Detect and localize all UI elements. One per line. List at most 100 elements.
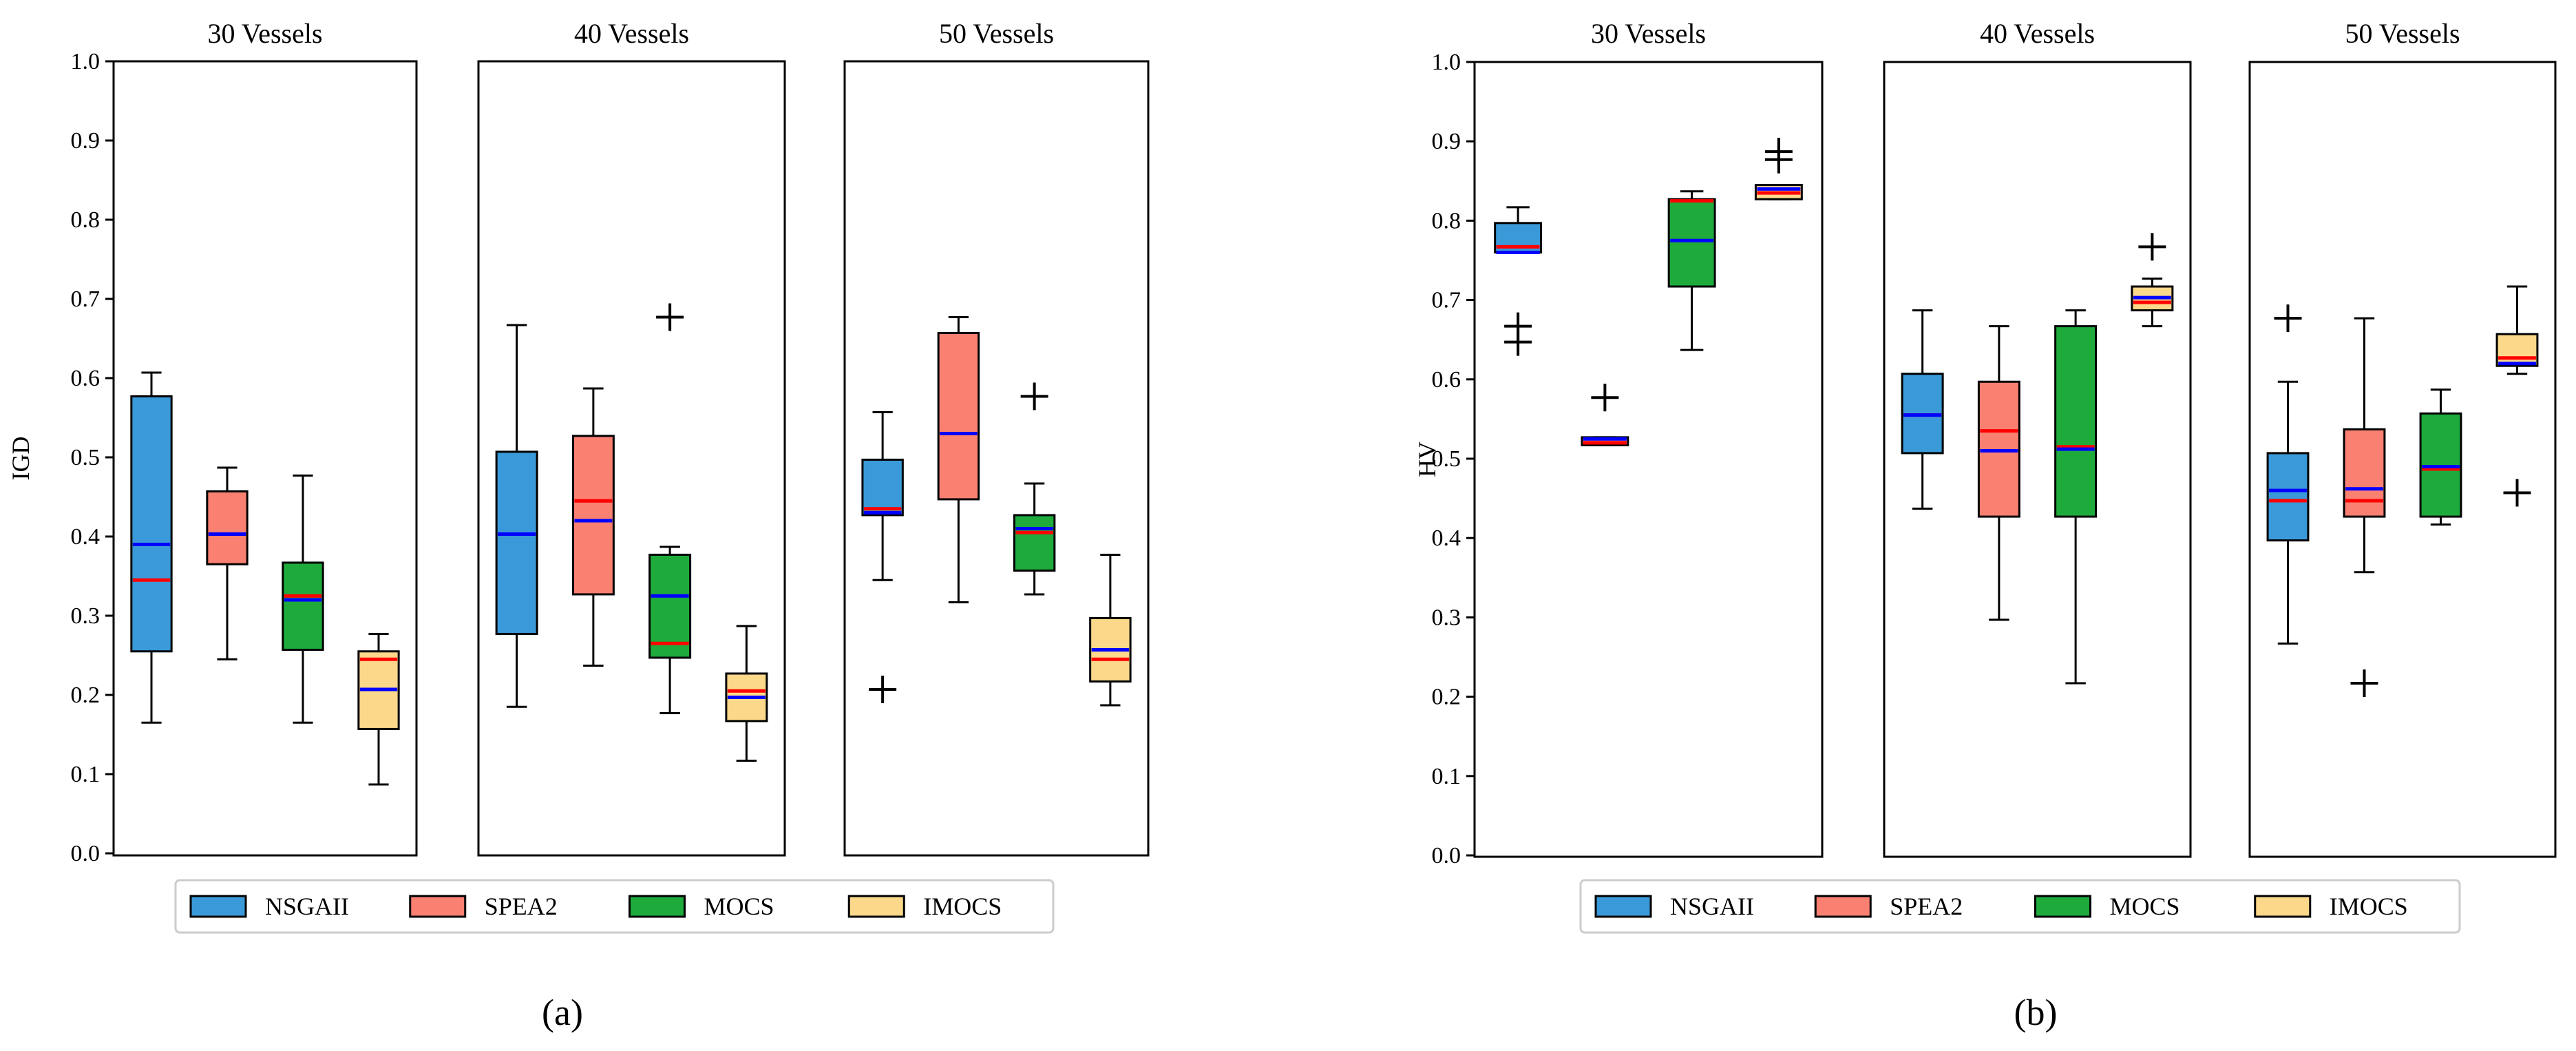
outlier-marker: [1020, 382, 1048, 410]
y-tick-label: 0.8: [1432, 208, 1461, 233]
box-nsgaii: [130, 371, 173, 724]
y-tick-label: 0.5: [1432, 446, 1461, 472]
y-tick-label: 0.6: [1432, 367, 1461, 393]
legend: NSGAII SPEA2 MOCS IMOCS: [1579, 879, 2461, 934]
y-tick-label: 1.0: [71, 49, 101, 74]
legend-label-imocs: IMOCS: [923, 893, 1002, 920]
outlier-marker: [1504, 328, 1532, 356]
box-body: [1013, 514, 1056, 572]
legend-swatch-mocs: [2034, 895, 2091, 918]
box-mocs: [1667, 190, 1716, 351]
box-spea2: [937, 315, 980, 603]
y-tick-label: 0.0: [1432, 843, 1461, 868]
legend-swatch-spea2: [1814, 895, 1872, 918]
box-body: [1667, 198, 1716, 288]
outlier-marker: [1764, 145, 1793, 174]
panel-frame: [112, 60, 418, 857]
legend-label-spea2: SPEA2: [485, 893, 558, 920]
box-imocs: [2131, 233, 2174, 328]
legend-swatch-nsgaii: [189, 895, 247, 918]
box-body: [937, 331, 980, 501]
legend: NSGAII SPEA2 MOCS IMOCS: [174, 879, 1055, 934]
y-tick-label: 0.5: [71, 445, 101, 470]
panel-title: 40 Vessels: [574, 18, 689, 49]
panel-3: 50 Vessels: [843, 18, 1150, 857]
box-imocs: [357, 632, 400, 786]
legend-label-nsgaii: NSGAII: [265, 893, 349, 920]
box-body: [282, 561, 324, 651]
box-body: [495, 450, 538, 635]
panel-title: 40 Vessels: [1980, 18, 2095, 49]
panel-title: 50 Vessels: [939, 18, 1054, 49]
box-mocs: [1013, 382, 1056, 596]
panel-1: 30 Vessels: [1473, 18, 1824, 858]
outlier-marker: [656, 303, 684, 331]
legend-swatch-nsgaii: [1594, 895, 1652, 918]
box-spea2: [1581, 384, 1629, 446]
figure-label: (b): [2014, 992, 2058, 1033]
legend-swatch-mocs: [629, 895, 686, 918]
box-nsgaii: [1494, 206, 1543, 356]
legend-frame: [174, 879, 1055, 934]
box-spea2: [2343, 317, 2386, 698]
box-body: [2266, 452, 2310, 542]
panel-title: 30 Vessels: [1591, 18, 1706, 49]
box-mocs: [648, 303, 692, 714]
panel-frame: [1473, 61, 1824, 858]
outlier-marker: [2350, 669, 2378, 698]
y-tick-label: 0.7: [71, 287, 101, 312]
box-mocs: [282, 474, 324, 724]
panel-3: 50 Vessels: [2248, 18, 2557, 858]
panel-frame: [1883, 61, 2192, 858]
panel-2: 40 Vessels: [477, 18, 786, 857]
legend-label-imocs: IMOCS: [2330, 893, 2408, 920]
box-mocs: [2054, 309, 2098, 685]
y-tick-label: 0.3: [71, 603, 101, 629]
box-imocs: [1089, 553, 1132, 707]
y-tick-label: 0.4: [71, 524, 101, 550]
y-tick-label: 0.4: [1432, 526, 1461, 551]
y-tick-label: 0.1: [1432, 764, 1461, 789]
box-body: [861, 458, 904, 517]
legend-label-mocs: MOCS: [2110, 893, 2180, 920]
panel-frame: [843, 60, 1150, 857]
y-tick-label: 0.8: [71, 207, 101, 233]
box-body: [571, 435, 615, 596]
legend-swatch-spea2: [409, 895, 467, 918]
box-spea2: [571, 387, 615, 667]
y-axis-label: HV: [1413, 441, 1441, 477]
box-body: [2495, 333, 2539, 367]
y-tick-label: 0.9: [71, 128, 101, 154]
box-imocs: [2495, 285, 2539, 507]
y-tick-label: 1.0: [1432, 50, 1461, 75]
box-body: [2054, 325, 2098, 518]
box-imocs: [725, 625, 768, 762]
y-tick-label: 0.1: [71, 762, 101, 787]
outlier-marker: [2503, 479, 2531, 507]
y-tick-label: 0.3: [1432, 605, 1461, 630]
box-body: [2343, 428, 2386, 518]
box-nsgaii: [1901, 309, 1944, 510]
panel-1: 30 Vessels: [112, 18, 418, 857]
box-body: [130, 395, 173, 653]
outlier-marker: [869, 675, 897, 703]
legend-label-spea2: SPEA2: [1890, 893, 1963, 920]
box-body: [206, 490, 249, 565]
box-mocs: [2419, 388, 2462, 526]
legend-frame: [1579, 879, 2461, 934]
box-nsgaii: [495, 324, 538, 708]
y-tick-label: 0.6: [71, 366, 101, 391]
y-tick-label: 0.0: [71, 841, 101, 866]
box-spea2: [206, 466, 249, 660]
box-nsgaii: [2266, 304, 2310, 645]
y-tick-label: 0.2: [1432, 685, 1461, 710]
outlier-marker: [2138, 233, 2166, 261]
legend-label-nsgaii: NSGAII: [1670, 893, 1754, 920]
y-tick-label: 0.7: [1432, 288, 1461, 313]
panel-2: 40 Vessels: [1883, 18, 2192, 858]
box-body: [648, 553, 692, 659]
box-imocs: [1754, 138, 1803, 200]
legend-label-mocs: MOCS: [704, 893, 774, 920]
y-tick-label: 0.2: [71, 683, 101, 708]
